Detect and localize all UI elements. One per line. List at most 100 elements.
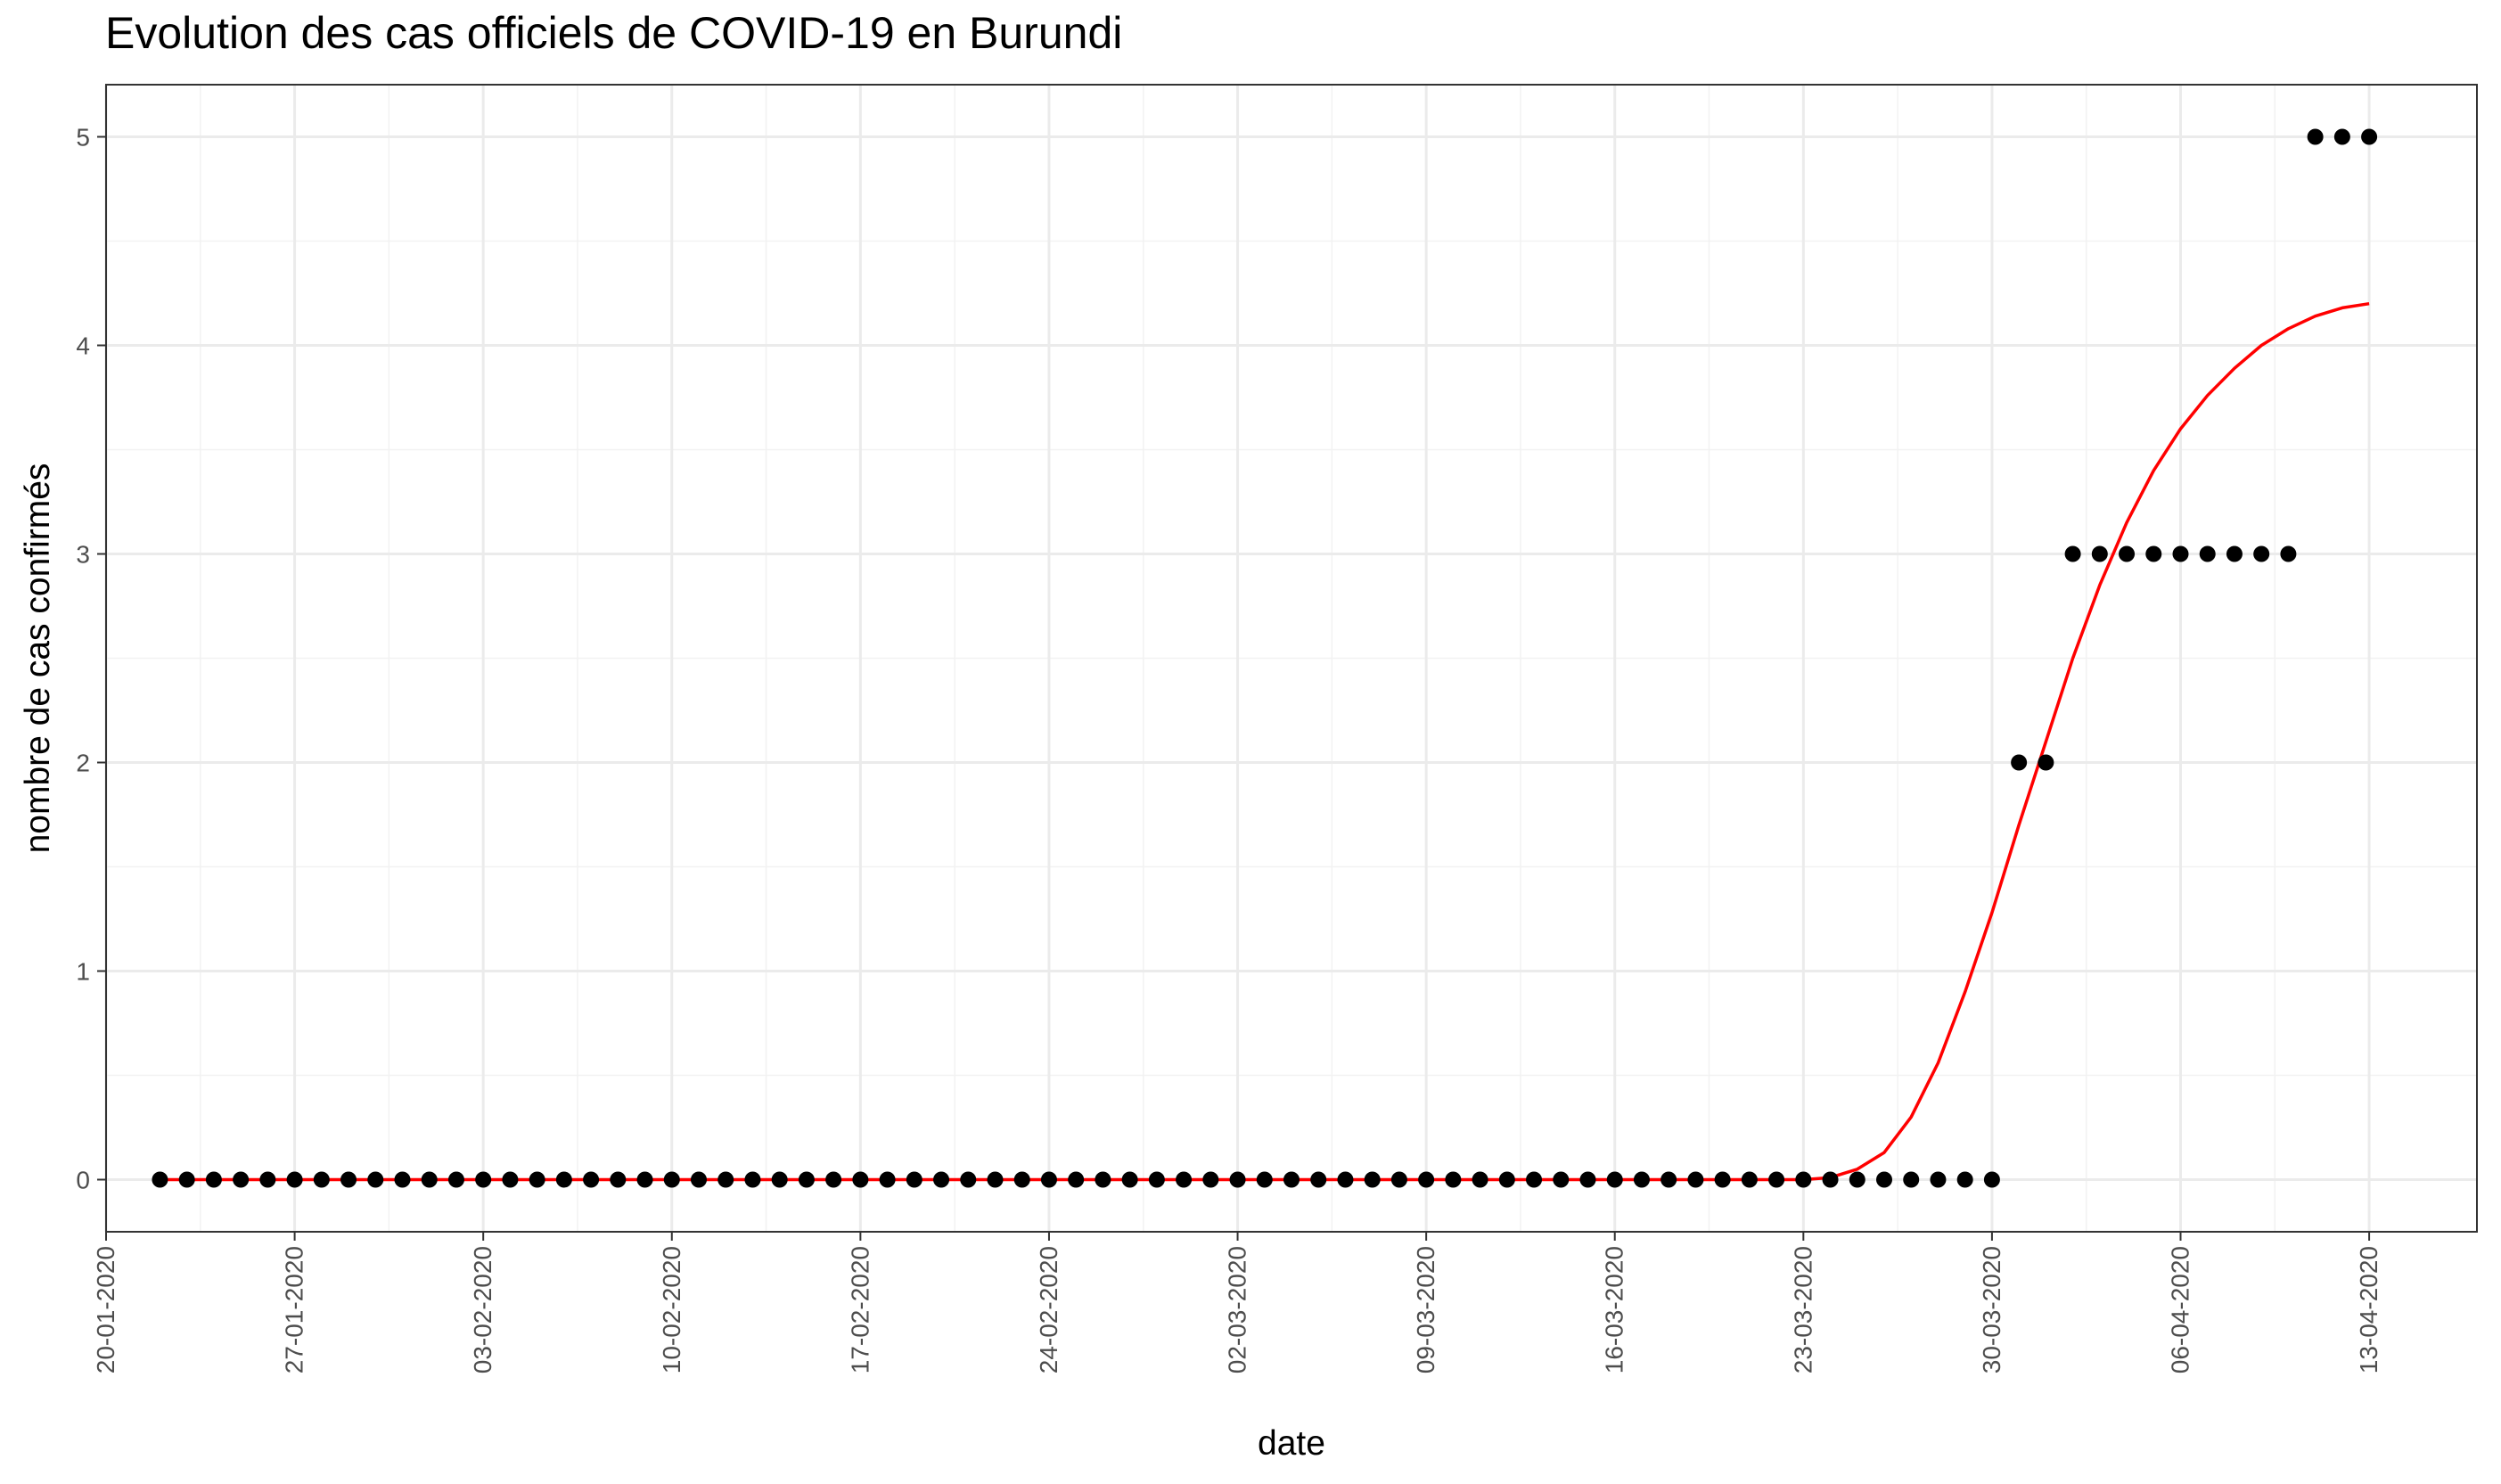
data-point: [2119, 545, 2136, 562]
data-point: [2038, 754, 2054, 771]
data-point: [2091, 545, 2108, 562]
x-tick-label: 02-03-2020: [1224, 1246, 1251, 1373]
data-point: [367, 1171, 384, 1188]
data-point: [1256, 1171, 1273, 1188]
grid-lines: [104, 85, 2477, 1232]
data-point: [1013, 1171, 1030, 1188]
x-tick-label: 30-03-2020: [1978, 1246, 2005, 1373]
data-point: [825, 1171, 842, 1188]
data-point: [1687, 1171, 1704, 1188]
x-tick-label: 06-04-2020: [2167, 1246, 2194, 1373]
data-point: [2199, 545, 2216, 562]
data-point: [2280, 545, 2297, 562]
data-point: [1930, 1171, 1947, 1188]
data-point: [421, 1171, 438, 1188]
data-point: [852, 1171, 869, 1188]
data-point: [1956, 1171, 1973, 1188]
data-point: [1768, 1171, 1785, 1188]
data-point: [744, 1171, 761, 1188]
data-point: [2226, 545, 2243, 562]
data-point: [636, 1171, 653, 1188]
data-point: [1390, 1171, 1407, 1188]
data-point: [771, 1171, 788, 1188]
data-point: [1472, 1171, 1488, 1188]
data-point: [1121, 1171, 1138, 1188]
x-tick-label: 24-02-2020: [1035, 1246, 1062, 1373]
y-tick-label: 2: [76, 750, 90, 777]
data-point: [1633, 1171, 1650, 1188]
data-point: [718, 1171, 734, 1188]
data-point: [1903, 1171, 1920, 1188]
data-point: [879, 1171, 896, 1188]
data-point: [1202, 1171, 1219, 1188]
y-axis-title: nombre de cas confirmés: [19, 463, 57, 854]
data-point: [1310, 1171, 1327, 1188]
data-point: [529, 1171, 545, 1188]
x-tick-label: 20-01-2020: [92, 1246, 119, 1373]
x-tick-label: 13-04-2020: [2355, 1246, 2382, 1373]
x-tick-label: 16-03-2020: [1601, 1246, 1628, 1373]
data-point: [555, 1171, 572, 1188]
data-point: [1553, 1171, 1570, 1188]
x-axis: 20-01-2020 27-01-2020 03-02-2020 10-02-2020…: [92, 1232, 2382, 1373]
panel-border: [105, 84, 2478, 1233]
data-point: [1983, 1171, 2000, 1188]
data-point: [259, 1171, 276, 1188]
data-point: [1876, 1171, 1892, 1188]
data-point: [1229, 1171, 1246, 1188]
data-point: [1148, 1171, 1165, 1188]
y-tick-label: 5: [76, 124, 90, 152]
data-point: [502, 1171, 519, 1188]
x-tick-label: 10-02-2020: [658, 1246, 685, 1373]
data-point: [340, 1171, 357, 1188]
data-point: [2253, 545, 2270, 562]
y-tick-label: 4: [76, 332, 90, 360]
data-point: [1849, 1171, 1866, 1188]
data-point: [987, 1171, 1004, 1188]
data-point: [691, 1171, 707, 1188]
y-tick-label: 3: [76, 541, 90, 569]
data-point: [1714, 1171, 1731, 1188]
chart-title: Evolution des cas officiels de COVID-19 …: [105, 8, 1123, 58]
data-point: [394, 1171, 411, 1188]
data-point: [152, 1171, 168, 1188]
data-points: [152, 128, 2378, 1188]
data-point: [610, 1171, 627, 1188]
data-point: [1176, 1171, 1193, 1188]
data-point: [1498, 1171, 1515, 1188]
data-point: [1283, 1171, 1300, 1188]
data-point: [1606, 1171, 1623, 1188]
data-point: [2361, 128, 2378, 145]
x-tick-label: 03-02-2020: [469, 1246, 496, 1373]
data-point: [233, 1171, 250, 1188]
data-point: [1445, 1171, 1462, 1188]
x-axis-title: date: [1258, 1424, 1325, 1463]
data-point: [178, 1171, 195, 1188]
data-point: [663, 1171, 680, 1188]
data-point: [1579, 1171, 1596, 1188]
data-point: [2307, 128, 2324, 145]
data-point: [205, 1171, 222, 1188]
data-point: [906, 1171, 922, 1188]
data-point: [1526, 1171, 1543, 1188]
y-tick-label: 0: [76, 1167, 90, 1194]
data-point: [2011, 754, 2028, 771]
x-tick-label: 17-02-2020: [846, 1246, 873, 1373]
data-point: [1795, 1171, 1812, 1188]
data-point: [1418, 1171, 1435, 1188]
x-tick-label: 23-03-2020: [1789, 1246, 1816, 1373]
x-tick-label: 09-03-2020: [1412, 1246, 1439, 1373]
data-point: [2172, 545, 2189, 562]
data-point: [475, 1171, 492, 1188]
data-point: [2064, 545, 2081, 562]
plot-frame: [105, 84, 2478, 1233]
data-point: [1337, 1171, 1354, 1188]
data-point: [1364, 1171, 1381, 1188]
data-point: [1822, 1171, 1839, 1188]
data-point: [1660, 1171, 1677, 1188]
data-point: [1068, 1171, 1085, 1188]
data-point: [313, 1171, 330, 1188]
data-point: [286, 1171, 303, 1188]
y-axis: 0 1 2 3 4 5: [76, 124, 106, 1194]
